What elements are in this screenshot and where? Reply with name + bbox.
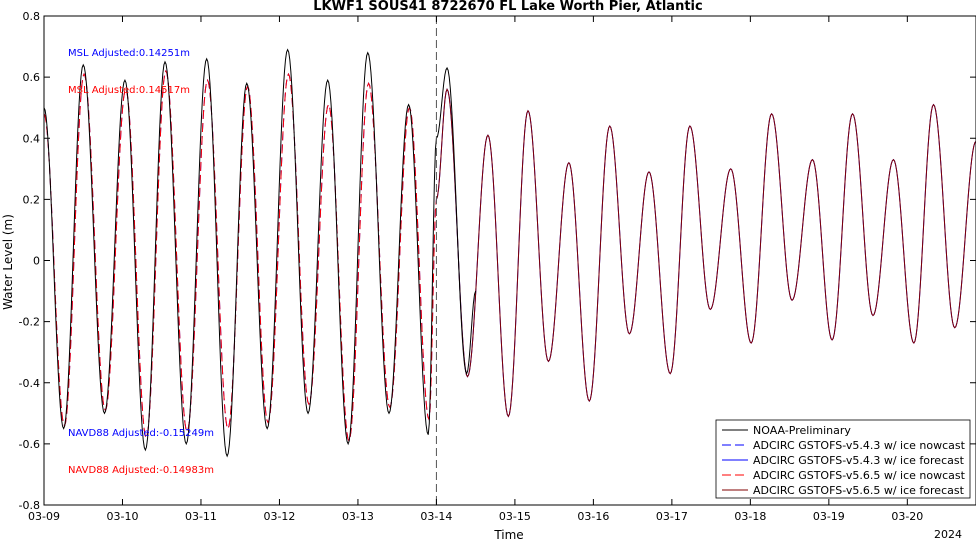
x-tick-label: 03-14 <box>420 510 452 523</box>
plot-area: -0.8 -0.6 -0.4 -0.2 0 0.2 0.4 0.6 0.8 03-09 03-10 0… <box>19 10 976 523</box>
msl-adjusted-annotation-1: MSL Adjusted:0.14251m <box>68 48 190 59</box>
legend-items: NOAA-Preliminary ADCIRC GSTOFS-v5.4.3 w/ … <box>722 424 966 497</box>
legend-label: ADCIRC GSTOFS-v5.4.3 w/ ice nowcast <box>753 439 966 452</box>
x-tick-label: 03-09 <box>28 510 60 523</box>
x-tick-label: 03-12 <box>263 510 295 523</box>
y-tick-label: -0.8 <box>19 499 40 512</box>
annotations: MSL Adjusted:0.14251m MSL Adjusted:0.145… <box>68 48 214 476</box>
x-tick-label: 03-18 <box>734 510 766 523</box>
series-layer <box>43 48 976 458</box>
legend-label: ADCIRC GSTOFS-v5.6.5 w/ ice forecast <box>753 484 965 497</box>
x-tick-label: 03-16 <box>577 510 609 523</box>
y-tick-label: 0.4 <box>23 132 41 145</box>
y-tick-label: 0.2 <box>23 193 41 206</box>
y-tick-label: 0.6 <box>23 71 41 84</box>
legend-label: ADCIRC GSTOFS-v5.6.5 w/ ice nowcast <box>753 469 966 482</box>
ticks-layer: -0.8 -0.6 -0.4 -0.2 0 0.2 0.4 0.6 0.8 03-09 03-10 0… <box>19 10 976 523</box>
y-tick-label: 0 <box>33 255 40 268</box>
series-line-0 <box>43 48 477 458</box>
x-tick-label: 03-20 <box>891 510 923 523</box>
y-tick-label: -0.4 <box>19 377 40 390</box>
x-tick-label: 03-10 <box>106 510 138 523</box>
series-line-4 <box>435 88 976 418</box>
x-tick-label: 03-15 <box>499 510 531 523</box>
chart-title: LKWF1 SOUS41 8722670 FL Lake Worth Pier,… <box>313 0 702 14</box>
x-axis-year-label: 2024 <box>934 528 962 541</box>
navd88-adjusted-annotation-2: NAVD88 Adjusted:-0.14983m <box>68 465 214 476</box>
x-tick-label: 03-19 <box>813 510 845 523</box>
y-axis-label: Water Level (m) <box>1 214 15 310</box>
x-axis-label: Time <box>493 528 523 541</box>
series-line-3 <box>43 69 437 443</box>
x-tick-label: 03-17 <box>656 510 688 523</box>
x-tick-label: 03-11 <box>185 510 217 523</box>
msl-adjusted-annotation-2: MSL Adjusted:0.14517m <box>68 85 190 96</box>
y-tick-label: 0.8 <box>23 10 41 23</box>
legend-box <box>715 419 971 499</box>
legend: NOAA-Preliminary ADCIRC GSTOFS-v5.4.3 w/ … <box>715 419 971 499</box>
x-tick-label: 03-13 <box>342 510 374 523</box>
navd88-adjusted-annotation-1: NAVD88 Adjusted:-0.15249m <box>68 428 214 439</box>
y-tick-label: -0.2 <box>19 316 40 329</box>
y-tick-label: -0.6 <box>19 438 40 451</box>
legend-label: ADCIRC GSTOFS-v5.4.3 w/ ice forecast <box>753 454 965 467</box>
legend-label: NOAA-Preliminary <box>753 424 851 437</box>
